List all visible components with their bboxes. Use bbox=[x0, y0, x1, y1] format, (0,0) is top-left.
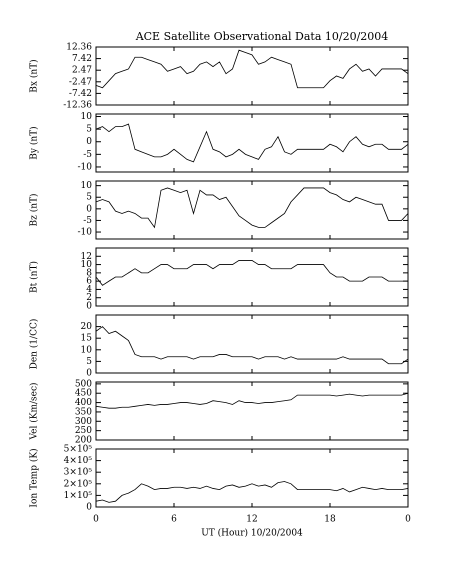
data-line bbox=[95, 481, 409, 503]
panel-frame bbox=[95, 448, 409, 508]
y-tick-label: 2.47 bbox=[72, 66, 92, 76]
y-tick-label: 0 bbox=[86, 204, 92, 214]
y-tick-label: 250 bbox=[75, 426, 92, 436]
y-tick-label: -12.36 bbox=[63, 101, 92, 111]
data-line bbox=[95, 187, 409, 229]
y-tick-label: 10 bbox=[81, 345, 93, 355]
y-axis-label: Bz (nT) bbox=[29, 193, 40, 226]
data-line bbox=[95, 49, 409, 89]
y-tick-label: -7.42 bbox=[69, 89, 92, 99]
y-axis-label: By (nT) bbox=[29, 126, 40, 159]
x-tick-label: 12 bbox=[246, 515, 257, 525]
y-tick-label: 4 bbox=[86, 285, 92, 295]
y-tick-label: -10 bbox=[78, 162, 93, 172]
y-tick-label: -10 bbox=[78, 228, 93, 238]
y-tick-label: 1×10⁵ bbox=[64, 491, 93, 501]
y-tick-label: 500 bbox=[75, 379, 92, 389]
y-tick-label: 0 bbox=[86, 503, 92, 513]
y-tick-label: 10 bbox=[81, 260, 93, 270]
y-axis-label: Den (1/CC) bbox=[29, 319, 40, 370]
y-tick-label: 350 bbox=[75, 407, 92, 417]
y-tick-label: 12.36 bbox=[66, 43, 92, 53]
y-tick-label: 2 bbox=[86, 293, 92, 303]
y-tick-label: 0 bbox=[86, 137, 92, 147]
x-tick-label: 6 bbox=[171, 515, 177, 525]
panel-frame bbox=[95, 247, 409, 307]
y-tick-label: 10 bbox=[81, 181, 93, 191]
y-axis-label: Ion Temp (K) bbox=[29, 448, 40, 507]
y-tick-label: 5×10⁵ bbox=[64, 445, 93, 455]
panel-frame bbox=[95, 314, 409, 374]
y-tick-label: 3×10⁵ bbox=[64, 468, 93, 478]
y-tick-label: 12 bbox=[81, 252, 92, 262]
panel-frame bbox=[95, 381, 409, 441]
data-line bbox=[95, 392, 409, 409]
y-tick-label: -5 bbox=[83, 150, 92, 160]
y-tick-label: 450 bbox=[75, 389, 92, 399]
y-axis-label: Bx (nT) bbox=[29, 59, 40, 92]
y-tick-label: 5 bbox=[86, 357, 92, 367]
y-tick-label: 20 bbox=[81, 322, 93, 332]
x-tick-label: 0 bbox=[405, 515, 411, 525]
panel-frame bbox=[95, 180, 409, 240]
y-tick-label: -2.47 bbox=[69, 77, 92, 87]
y-tick-label: 15 bbox=[81, 334, 93, 344]
y-tick-label: 200 bbox=[75, 436, 92, 446]
chart-title: ACE Satellite Observational Data 10/20/2… bbox=[135, 30, 389, 43]
y-tick-label: 2×10⁵ bbox=[64, 479, 93, 489]
y-axis-label: Bt (nT) bbox=[29, 261, 40, 293]
y-tick-label: 5 bbox=[86, 125, 92, 135]
y-axis-label: Vel (Km/sec) bbox=[29, 382, 40, 440]
y-tick-label: 8 bbox=[86, 268, 92, 278]
y-tick-label: 6 bbox=[86, 277, 92, 287]
y-tick-label: 7.42 bbox=[72, 54, 92, 64]
y-tick-label: 10 bbox=[81, 112, 93, 122]
y-tick-label: 0 bbox=[86, 302, 92, 312]
y-tick-label: -5 bbox=[83, 216, 92, 226]
y-tick-label: 0 bbox=[86, 369, 92, 379]
y-tick-label: 300 bbox=[75, 417, 92, 427]
data-line bbox=[95, 123, 409, 163]
data-line bbox=[95, 260, 408, 286]
y-tick-label: 400 bbox=[75, 398, 92, 408]
x-tick-label: 0 bbox=[93, 515, 99, 525]
x-tick-label: 18 bbox=[324, 515, 336, 525]
y-tick-label: 5 bbox=[86, 193, 92, 203]
y-tick-label: 4×10⁵ bbox=[64, 456, 93, 466]
x-axis-label: UT (Hour) 10/20/2004 bbox=[201, 528, 303, 539]
panel-frame bbox=[95, 46, 409, 106]
data-line bbox=[95, 326, 409, 365]
